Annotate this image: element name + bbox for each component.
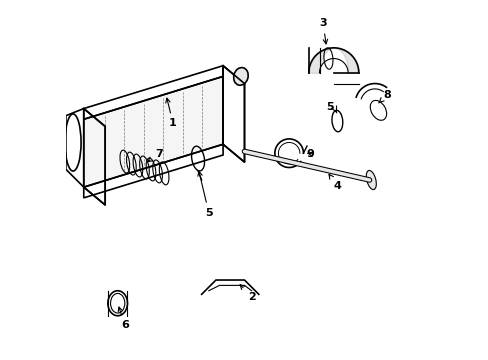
Text: 2: 2: [240, 285, 255, 302]
Text: 9: 9: [306, 149, 314, 159]
Text: 3: 3: [319, 18, 327, 44]
Text: 8: 8: [378, 90, 390, 103]
Text: 1: 1: [165, 98, 177, 129]
Text: 5: 5: [326, 102, 333, 112]
Text: 7: 7: [147, 149, 163, 162]
Text: 6: 6: [118, 307, 128, 330]
Text: 4: 4: [328, 174, 341, 191]
Polygon shape: [83, 76, 223, 187]
Ellipse shape: [233, 68, 248, 85]
Ellipse shape: [366, 170, 376, 190]
Text: 5: 5: [198, 171, 212, 218]
